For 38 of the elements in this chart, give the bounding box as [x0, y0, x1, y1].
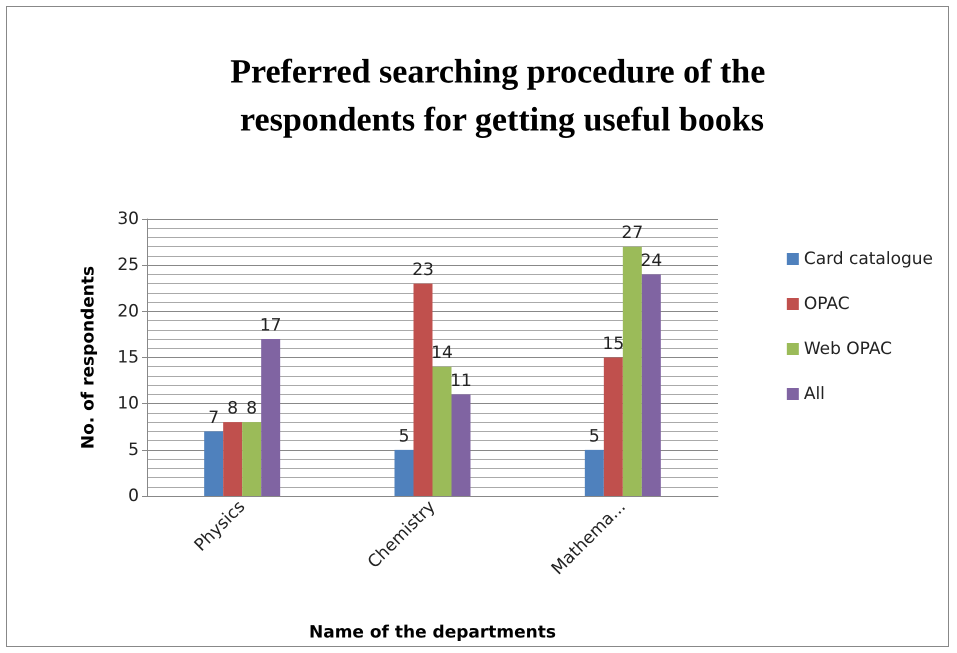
legend-label: OPAC — [804, 294, 850, 314]
bar — [642, 274, 661, 496]
y-axis-title: No. of respondents — [78, 266, 98, 450]
y-tick-label: 25 — [117, 255, 139, 276]
data-label: 8 — [246, 398, 258, 419]
y-tick-label: 15 — [117, 348, 139, 368]
bar — [204, 431, 224, 496]
data-label: 24 — [640, 250, 662, 271]
data-label: 17 — [260, 316, 282, 336]
data-label: 7 — [208, 408, 220, 428]
y-tick-label: 20 — [117, 301, 139, 322]
bar — [604, 358, 623, 496]
bar — [414, 284, 432, 496]
bar — [432, 366, 452, 496]
bar — [242, 422, 262, 496]
bar — [622, 246, 642, 496]
y-tick-label: 0 — [128, 486, 139, 506]
legend-label: All — [804, 384, 825, 404]
data-label: 15 — [602, 334, 624, 354]
data-label: 5 — [398, 426, 410, 446]
y-tick-label: 10 — [117, 394, 139, 414]
y-tick-label: 30 — [117, 209, 139, 229]
y-tick-label: 5 — [128, 440, 139, 460]
data-label: 8 — [227, 398, 238, 419]
data-label: 14 — [431, 343, 453, 364]
legend-label: Card catalogue — [804, 249, 934, 269]
bar — [584, 450, 604, 496]
legend-label: Web OPAC — [804, 339, 892, 359]
data-label: 27 — [622, 223, 644, 244]
bar — [223, 422, 242, 496]
bar — [452, 394, 470, 496]
chart-title: Preferred searching procedure of the respondents for getting useful books — [230, 54, 774, 138]
bar — [394, 450, 414, 496]
data-label: 5 — [588, 426, 600, 446]
data-label: 11 — [450, 370, 472, 391]
x-axis-title: Name of the departments — [309, 622, 556, 642]
data-label: 23 — [412, 260, 434, 280]
bar — [261, 339, 280, 496]
